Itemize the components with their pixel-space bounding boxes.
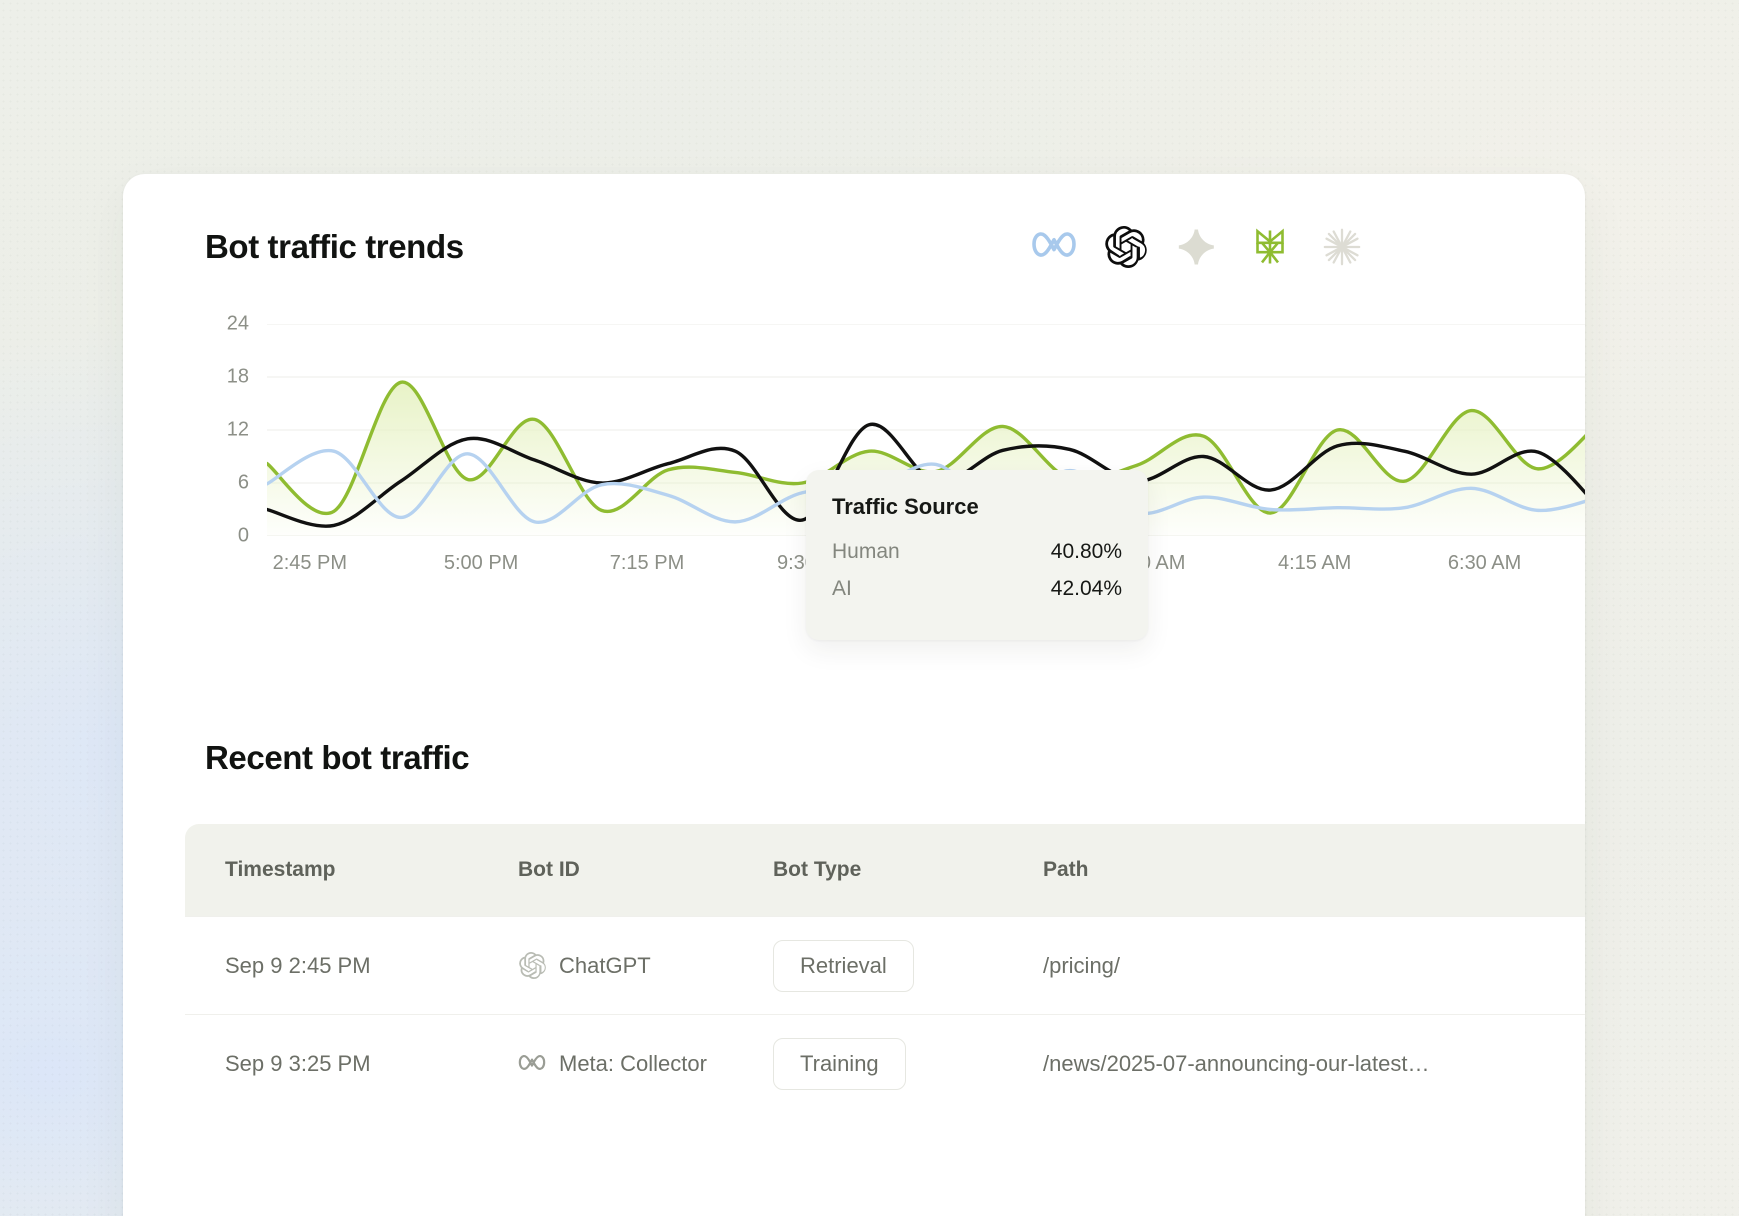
path-value: /pricing/ bbox=[1043, 952, 1121, 978]
anthropic-icon[interactable] bbox=[1319, 224, 1365, 270]
table-row[interactable]: Sep 9 2:45 PM ChatGPT Retrieval /pricing… bbox=[185, 916, 1585, 1014]
tooltip-label: Human bbox=[832, 540, 900, 563]
recent-traffic-table: Timestamp Bot ID Bot Type Path Sep 9 2:4… bbox=[185, 824, 1585, 1216]
tooltip-label: AI bbox=[832, 577, 852, 600]
recent-traffic-title: Recent bot traffic bbox=[205, 739, 470, 776]
tooltip-row-ai: AI 42.04% bbox=[832, 577, 1122, 614]
column-header-timestamp: Timestamp bbox=[225, 858, 336, 881]
column-header-bot-id: Bot ID bbox=[518, 858, 580, 881]
x-axis-tick: 4:15 AM bbox=[1277, 552, 1352, 574]
bot-type-badge: Training bbox=[773, 1037, 906, 1090]
column-header-path: Path bbox=[1043, 858, 1089, 881]
x-axis-tick: 5:00 PM bbox=[443, 552, 519, 574]
meta-icon bbox=[518, 1050, 546, 1078]
cell-timestamp: Sep 9 2:45 PM bbox=[225, 952, 371, 978]
chart-title: Bot traffic trends bbox=[205, 228, 464, 265]
cell-bot-id-label: ChatGPT bbox=[559, 952, 651, 978]
dashboard-card: Bot traffic trends bbox=[123, 174, 1585, 1216]
y-axis-tick: 6 bbox=[237, 471, 249, 494]
table-header-row: Timestamp Bot ID Bot Type Path bbox=[185, 824, 1585, 916]
cell-timestamp: Sep 9 3:25 PM bbox=[225, 1050, 371, 1076]
x-axis-tick: 6:30 AM bbox=[1447, 552, 1522, 574]
y-axis-tick: 12 bbox=[226, 418, 249, 441]
y-axis-tick: 0 bbox=[237, 524, 249, 547]
y-axis-tick: 24 bbox=[226, 312, 249, 335]
cell-bot-type: Training bbox=[773, 1037, 1043, 1090]
chart-y-axis: 24 18 12 6 0 bbox=[205, 313, 249, 547]
meta-icon[interactable] bbox=[1031, 224, 1077, 270]
tooltip-value: 40.80% bbox=[1050, 540, 1122, 563]
y-axis-tick: 18 bbox=[226, 365, 249, 388]
openai-icon bbox=[518, 952, 546, 980]
table-row[interactable]: Sep 9 3:25 PM Meta: Collector Training /… bbox=[185, 1014, 1585, 1112]
x-axis-tick: 2:45 PM bbox=[272, 552, 348, 574]
cell-bot-id: ChatGPT bbox=[518, 952, 773, 980]
chart-header: Bot traffic trends bbox=[205, 219, 1525, 275]
path-value: /news/2025-07-announcing-our-latest-upda… bbox=[1043, 1050, 1433, 1076]
chart-tooltip: Traffic Source Human 40.80% AI 42.04% bbox=[806, 470, 1148, 640]
openai-icon[interactable] bbox=[1103, 224, 1149, 270]
column-header-bot-type: Bot Type bbox=[773, 858, 862, 881]
tooltip-row-human: Human 40.80% bbox=[832, 540, 1122, 577]
x-axis-tick: 7:15 PM bbox=[609, 552, 685, 574]
perplexity-icon[interactable] bbox=[1247, 224, 1293, 270]
bot-logo-row bbox=[1031, 224, 1365, 270]
cell-bot-id-label: Meta: Collector bbox=[559, 1050, 707, 1076]
gemini-icon[interactable] bbox=[1175, 224, 1221, 270]
bot-type-badge: Retrieval bbox=[773, 939, 914, 992]
tooltip-value: 42.04% bbox=[1050, 577, 1122, 600]
cell-bot-type: Retrieval bbox=[773, 939, 1043, 992]
cell-bot-id: Meta: Collector bbox=[518, 1050, 773, 1078]
cell-path: /pricing/ bbox=[1043, 953, 1585, 979]
cell-path: /news/2025-07-announcing-our-latest-upda… bbox=[1043, 1051, 1585, 1077]
tooltip-title: Traffic Source bbox=[832, 494, 979, 519]
